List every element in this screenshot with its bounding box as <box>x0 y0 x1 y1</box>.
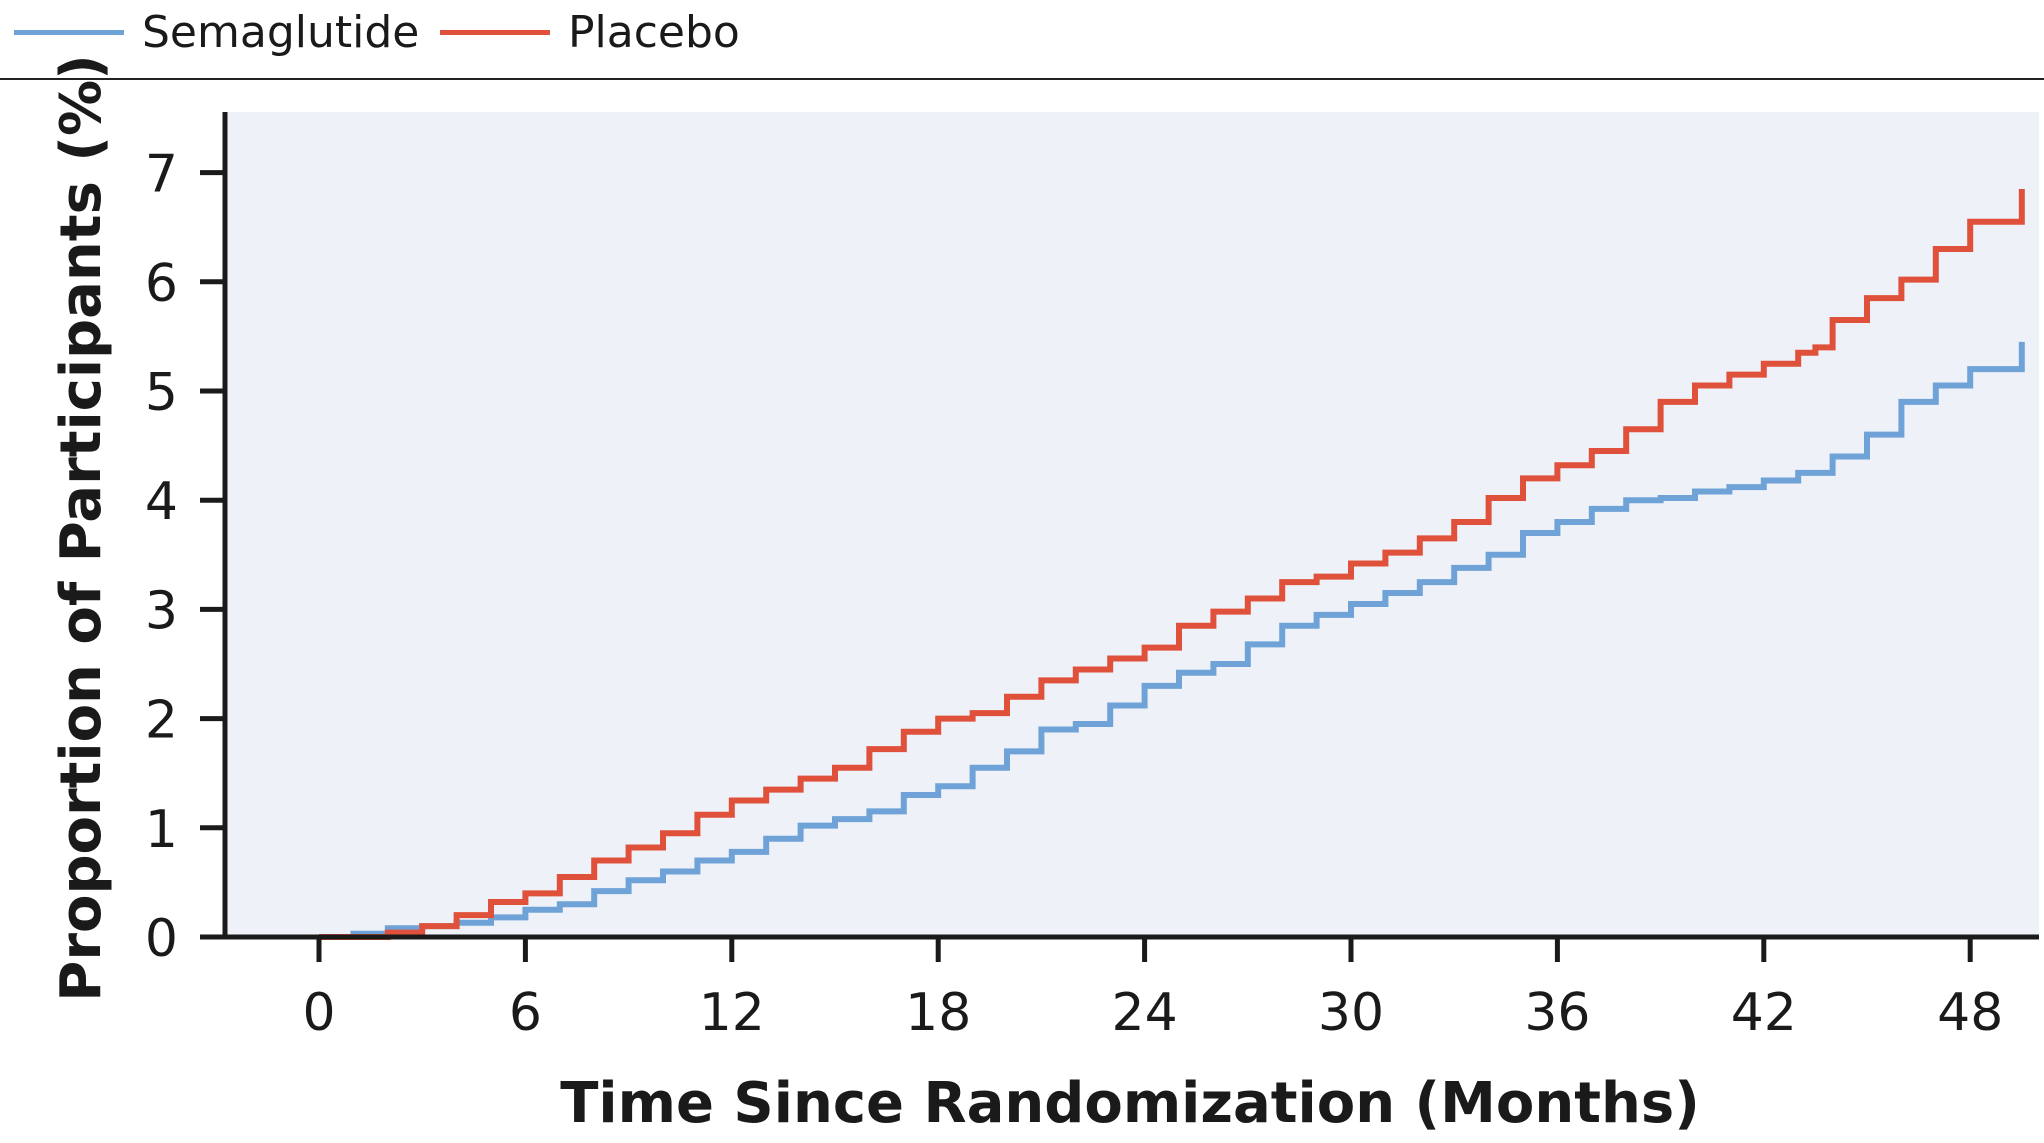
y-tick-label-1: 1 <box>145 800 178 860</box>
x-tick-label-24: 24 <box>1112 983 1178 1043</box>
y-tick-label-7: 7 <box>145 145 178 205</box>
y-axis-title: Proportion of Participants (%) <box>49 54 114 1001</box>
x-tick-label-48: 48 <box>1937 983 2003 1043</box>
legend-swatch-semaglutide <box>14 29 124 35</box>
x-tick-label-18: 18 <box>905 983 971 1043</box>
series-line-semaglutide <box>319 341 2025 940</box>
plot-background <box>225 112 2039 937</box>
series-line-placebo <box>319 188 2025 940</box>
y-tick-label-6: 6 <box>145 254 178 314</box>
legend-label-placebo: Placebo <box>568 6 740 58</box>
x-tick-label-6: 6 <box>509 983 542 1043</box>
legend: Semaglutide Placebo <box>0 0 2044 72</box>
y-tick-label-0: 0 <box>145 909 178 969</box>
header-divider <box>0 78 2044 80</box>
x-tick-label-42: 42 <box>1731 983 1797 1043</box>
x-tick-label-0: 0 <box>302 983 335 1043</box>
y-tick-label-5: 5 <box>145 363 178 423</box>
x-tick-label-36: 36 <box>1524 983 1590 1043</box>
legend-item-semaglutide: Semaglutide <box>14 0 419 64</box>
legend-item-placebo: Placebo <box>440 0 740 64</box>
legend-swatch-placebo <box>440 29 550 35</box>
x-axis-title: Time Since Randomization (Months) <box>560 1071 1700 1136</box>
y-tick-label-3: 3 <box>145 581 178 641</box>
legend-label-semaglutide: Semaglutide <box>142 6 420 58</box>
x-tick-label-30: 30 <box>1318 983 1384 1043</box>
y-tick-label-4: 4 <box>145 472 178 532</box>
x-tick-label-12: 12 <box>699 983 765 1043</box>
y-tick-label-2: 2 <box>145 691 178 751</box>
